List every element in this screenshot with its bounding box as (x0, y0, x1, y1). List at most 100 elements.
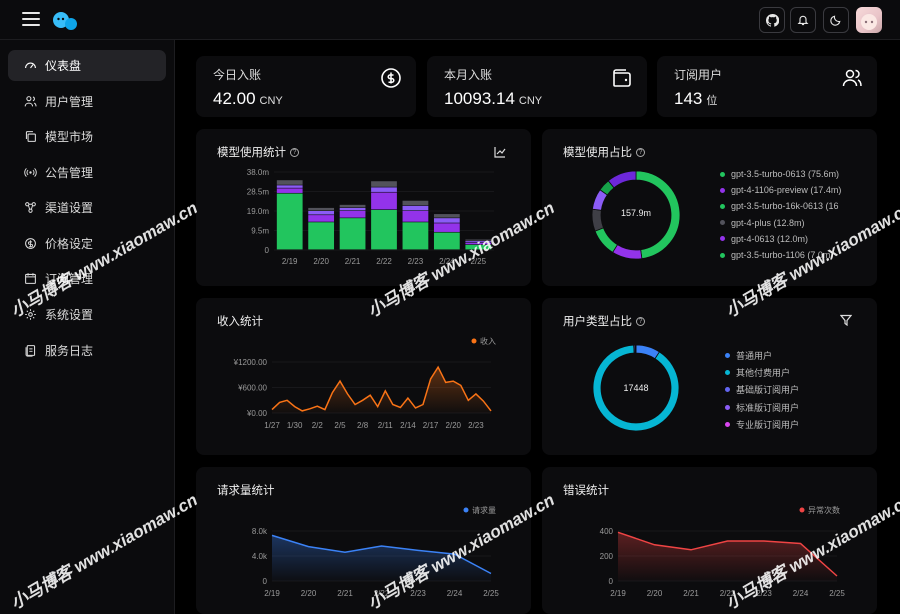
github-icon (765, 13, 779, 27)
user-type-card: 用户类型占比? 17448 普通用户 其他付费用户 基础版订阅用户 标准版订阅用户 专业… (542, 298, 877, 455)
legend-label: gpt-4-0613 (12.0m) (731, 233, 809, 244)
sidebar-item-dashboard[interactable]: 仪表盘 (8, 50, 166, 81)
legend-item[interactable]: gpt-3.5-turbo-1106 (7.0m) (720, 250, 833, 260)
sidebar-item-label: 系统设置 (45, 308, 94, 322)
card-title: 用户类型占比? (563, 313, 645, 329)
menu-icon[interactable] (22, 12, 40, 28)
stat-value: 10093.14 CNY (444, 89, 542, 109)
legend-dot (720, 252, 725, 258)
legend-dot (471, 338, 477, 344)
x-tick-label: 2/11 (378, 421, 394, 430)
card-title: 请求量统计 (217, 482, 275, 498)
top-bar (0, 0, 900, 40)
x-tick-label: 2/14 (400, 421, 416, 430)
moon-icon (830, 15, 841, 26)
legend-label: 普通用户 (736, 351, 773, 361)
bar-segment (402, 222, 429, 250)
bar-segment (276, 193, 303, 250)
sidebar-item-model-market[interactable]: 模型市场 (8, 121, 166, 152)
legend-dot (725, 353, 730, 358)
legend-dot (463, 507, 469, 513)
sidebar-item-label: 公告管理 (45, 166, 94, 180)
legend-label: 收入 (480, 336, 496, 346)
logo-icon[interactable] (52, 10, 78, 32)
legend-item[interactable]: gpt-4-plus (12.8m) (720, 218, 805, 228)
theme-toggle-button[interactable] (823, 7, 849, 33)
sidebar-item-pricing[interactable]: 价格设定 (8, 228, 166, 259)
bar-segment (433, 223, 460, 232)
income-card: 收入统计 ¥0.00 ¥600.00 ¥1200.00 1/27 1/30 2/2 2/5 2… (196, 298, 531, 455)
requests-chart: 0 4.0k 8.0k 2/19 2/20 2/21 2/22 2/23 2/24 2/25 请求量 (252, 505, 499, 598)
stat-number: 10093.14 (444, 89, 515, 108)
notification-button[interactable] (790, 7, 816, 33)
bar-segment (371, 181, 397, 187)
legend-dot (799, 507, 805, 513)
help-icon[interactable]: ? (636, 147, 645, 157)
title-text: 用户类型占比 (563, 316, 632, 328)
legend-item[interactable]: 基础版订阅用户 (725, 383, 799, 396)
legend-item[interactable]: 标准版订阅用户 (725, 401, 799, 414)
legend-item[interactable]: gpt-3.5-turbo-0613 (75.6m) (720, 169, 839, 179)
title-text: 错误统计 (563, 485, 609, 497)
y-tick-label: 8.0k (252, 527, 268, 536)
model-usage-card: 模型使用统计? 0 9.5m 19.0m 28.5m 38.0m 2/19 2/20 2/21… (196, 129, 531, 286)
y-tick-label: ¥600.00 (237, 384, 267, 393)
calendar-icon (25, 273, 36, 284)
dashboard-icon (25, 62, 36, 69)
bar-segment (433, 214, 460, 218)
legend-item[interactable]: 其他付费用户 (725, 366, 790, 379)
x-tick-label: 2/23 (756, 589, 772, 598)
legend-item[interactable]: gpt-4-0613 (12.0m) (720, 234, 808, 244)
bar-segment (465, 244, 492, 250)
y-tick-label: 0 (265, 246, 270, 255)
sidebar-item-settings[interactable]: 系统设置 (8, 299, 166, 330)
stat-card-today: 今日入账 42.00 CNY (196, 56, 416, 117)
help-icon[interactable]: ? (636, 316, 645, 326)
y-tick-label: ¥0.00 (246, 409, 268, 418)
sidebar-item-label: 模型市场 (45, 130, 94, 144)
legend-dot (720, 187, 725, 193)
legend-label: gpt-3.5-turbo-1106 (7.0m) (731, 250, 834, 260)
help-icon[interactable]: ? (290, 147, 299, 157)
series-line (271, 534, 492, 575)
stat-label: 今日入账 (213, 68, 262, 82)
x-tick-label: 2/23 (468, 421, 484, 430)
legend-item[interactable]: gpt-3.5-turbo-16k-0613 (16 (720, 201, 839, 211)
x-tick-label: 2/23 (408, 257, 424, 266)
title-text: 模型使用统计 (217, 147, 286, 159)
filter-icon[interactable] (840, 314, 852, 326)
bar-segment (371, 187, 397, 192)
avatar[interactable] (856, 7, 882, 33)
bar-segment (465, 239, 492, 241)
x-tick-label: 2/5 (334, 421, 346, 430)
bar-segment (308, 211, 335, 215)
github-button[interactable] (759, 7, 785, 33)
area-fill (272, 367, 491, 413)
sidebar-item-subscriptions[interactable]: 订阅管理 (8, 263, 166, 294)
model-usage-chart: 0 9.5m 19.0m 28.5m 38.0m 2/19 2/20 2/21 2/22 2/23… (247, 168, 494, 266)
legend-label: 其他付费用户 (736, 368, 791, 379)
wallet-icon (613, 69, 631, 87)
stat-unit: CNY (259, 95, 283, 107)
x-tick-label: 2/23 (410, 589, 426, 598)
title-text: 模型使用占比 (563, 147, 632, 159)
bar-segment (371, 209, 397, 250)
x-tick-label: 2/24 (793, 589, 809, 598)
legend-item[interactable]: 专业版订阅用户 (725, 418, 799, 431)
user-type-donut (592, 344, 680, 432)
bar-segment (339, 218, 366, 250)
sidebar-item-channels[interactable]: 渠道设置 (8, 192, 166, 223)
line-chart-icon[interactable] (494, 146, 506, 158)
y-tick-label: 400 (600, 527, 614, 536)
legend-dot (725, 370, 730, 376)
card-title: 错误统计 (563, 482, 609, 498)
sidebar-item-logs[interactable]: 服务日志 (8, 335, 166, 366)
legend-item[interactable]: 普通用户 (725, 349, 772, 362)
sidebar-item-label: 价格设定 (45, 237, 94, 251)
legend-item[interactable]: gpt-4-1106-preview (17.4m) (720, 185, 841, 195)
copy-icon (25, 131, 36, 142)
sidebar-item-announcements[interactable]: 公告管理 (8, 157, 166, 188)
sidebar-item-users[interactable]: 用户管理 (8, 86, 166, 117)
stat-card-month: 本月入账 10093.14 CNY (427, 56, 647, 117)
x-tick-label: 2/21 (683, 589, 699, 598)
